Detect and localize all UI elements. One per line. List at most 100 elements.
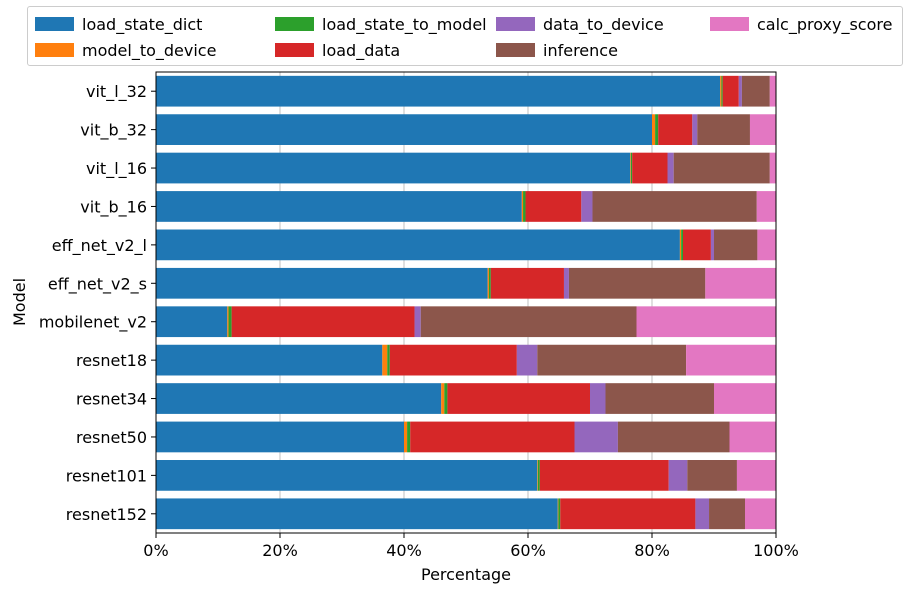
- x-tick-label: 80%: [634, 541, 670, 560]
- y-tick-label: resnet152: [66, 505, 147, 524]
- bar-segment: [488, 267, 491, 299]
- bar-segment: [630, 152, 631, 184]
- bar-segment: [738, 75, 742, 107]
- y-tick-label: resnet18: [76, 351, 147, 370]
- bar-segment: [668, 460, 688, 491]
- y-tick-label: vit_l_16: [86, 159, 147, 179]
- bar-segment: [537, 460, 538, 491]
- bar-segment: [557, 498, 559, 530]
- bar-segment: [156, 498, 558, 530]
- bar-segment: [444, 383, 448, 414]
- bar-segment: [490, 267, 564, 299]
- bar-segment: [447, 383, 590, 414]
- bar-segment: [630, 152, 633, 184]
- legend-label: inference: [543, 40, 618, 60]
- legend-label: load_state_dict: [82, 14, 203, 34]
- y-tick-label: vit_l_32: [86, 82, 147, 102]
- y-axis-ticks: vit_l_32 vit_b_32 vit_l_16 vit_b_16 eff_net_…: [39, 82, 156, 524]
- bar-segment: [655, 114, 659, 145]
- bar-segment: [574, 421, 618, 453]
- bar-segment: [537, 344, 687, 376]
- bar-segment: [156, 267, 488, 299]
- bar-segment: [658, 114, 693, 145]
- legend-swatch: [496, 17, 535, 31]
- bar-segment: [709, 498, 745, 530]
- bar-segment: [156, 306, 228, 338]
- bar-segment: [695, 498, 710, 530]
- bar-segment: [590, 383, 606, 414]
- x-axis-label: Percentage: [421, 565, 511, 584]
- y-tick-label: resnet50: [76, 428, 147, 447]
- bar-segment: [410, 421, 575, 453]
- x-tick-label: 100%: [753, 541, 799, 560]
- bar-segment: [714, 229, 758, 261]
- bar-segment: [387, 344, 390, 376]
- y-tick-label: eff_net_v2_l: [52, 236, 147, 256]
- x-axis-ticks: 0% 20% 40% 60% 80% 100%: [143, 533, 799, 560]
- bar-segment: [722, 75, 739, 107]
- bars: [156, 75, 776, 530]
- bar-segment: [652, 114, 656, 145]
- legend-item: calc_proxy_score: [710, 13, 892, 35]
- legend-swatch: [35, 43, 74, 57]
- bar-segment: [673, 152, 770, 184]
- legend-swatch: [275, 43, 314, 57]
- bar-segment: [683, 229, 711, 261]
- bar-segment: [721, 75, 723, 107]
- legend-swatch: [710, 17, 749, 31]
- bar-segment: [705, 267, 776, 299]
- bar-segment: [156, 229, 680, 261]
- bar-segment: [516, 344, 538, 376]
- bar-segment: [756, 191, 776, 222]
- bar-segment: [686, 344, 776, 376]
- legend-swatch: [496, 43, 535, 57]
- bar-segment: [769, 75, 776, 107]
- bar-segment: [228, 306, 232, 338]
- y-tick-label: mobilenet_v2: [39, 313, 147, 333]
- bar-segment: [441, 383, 445, 414]
- legend-item: inference: [496, 39, 618, 61]
- plot-frame: [155, 71, 777, 534]
- legend-swatch: [275, 17, 314, 31]
- y-tick-label: vit_b_16: [80, 197, 147, 217]
- bar-segment: [560, 498, 696, 530]
- bar-segment: [749, 114, 776, 145]
- bar-segment: [521, 191, 524, 222]
- bar-segment: [720, 75, 722, 107]
- legend-swatch: [35, 17, 74, 31]
- bar-segment: [636, 306, 776, 338]
- bar-segment: [523, 191, 526, 222]
- bar-segment: [667, 152, 674, 184]
- legend-item: load_state_to_model: [275, 13, 487, 35]
- legend-label: calc_proxy_score: [757, 14, 893, 34]
- bar-segment: [745, 498, 776, 530]
- bar-segment: [757, 229, 776, 261]
- y-tick-label: resnet34: [76, 390, 147, 409]
- legend-item: load_state_dict: [35, 13, 202, 35]
- bar-segment: [697, 114, 750, 145]
- bar-segment: [558, 498, 561, 530]
- y-axis-label: Model: [10, 278, 29, 326]
- bar-segment: [568, 267, 706, 299]
- bar-segment: [581, 191, 593, 222]
- bar-segment: [741, 75, 770, 107]
- bar-segment: [710, 229, 714, 261]
- bar-segment: [714, 383, 776, 414]
- bar-segment: [632, 152, 668, 184]
- bar-segment: [156, 383, 442, 414]
- bar-segment: [156, 114, 652, 145]
- bar-segment: [231, 306, 415, 338]
- x-tick-label: 40%: [386, 541, 422, 560]
- bar-segment: [525, 191, 582, 222]
- bar-segment: [404, 421, 408, 453]
- bar-segment: [420, 306, 637, 338]
- bar-segment: [414, 306, 421, 338]
- bar-segment: [156, 421, 404, 453]
- bar-segment: [563, 267, 569, 299]
- x-tick-label: 20%: [262, 541, 298, 560]
- bar-segment: [679, 229, 682, 261]
- y-tick-label: eff_net_v2_s: [48, 274, 147, 294]
- y-tick-label: vit_b_32: [80, 121, 147, 141]
- legend-item: model_to_device: [35, 39, 216, 61]
- bar-segment: [736, 460, 776, 491]
